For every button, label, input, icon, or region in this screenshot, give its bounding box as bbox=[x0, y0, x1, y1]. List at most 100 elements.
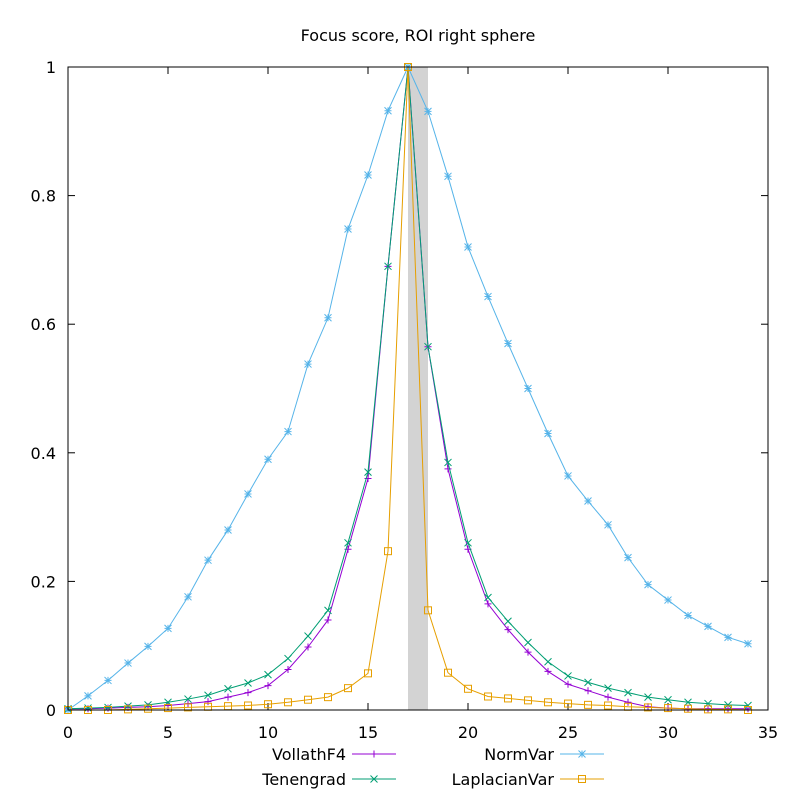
chart-title: Focus score, ROI right sphere bbox=[301, 26, 536, 45]
legend-item: VollathF4 bbox=[272, 745, 396, 764]
data-point bbox=[124, 705, 132, 714]
data-point bbox=[164, 624, 172, 633]
data-point bbox=[244, 701, 252, 710]
data-point bbox=[484, 692, 492, 701]
data-point bbox=[464, 538, 472, 547]
x-tick-label: 0 bbox=[63, 723, 73, 742]
data-point bbox=[164, 704, 172, 713]
data-point bbox=[504, 339, 512, 348]
data-point bbox=[684, 698, 692, 707]
highlight-band bbox=[408, 67, 428, 710]
y-tick-label: 1 bbox=[46, 58, 56, 77]
data-point bbox=[304, 632, 312, 640]
data-point bbox=[384, 547, 392, 556]
legend-swatch-marker bbox=[370, 750, 378, 758]
legend-label: NormVar bbox=[484, 745, 554, 764]
data-point bbox=[284, 654, 292, 663]
data-point bbox=[504, 626, 512, 634]
data-point bbox=[444, 668, 452, 677]
data-point bbox=[724, 705, 732, 714]
data-point bbox=[144, 704, 152, 713]
data-point bbox=[644, 580, 652, 589]
data-point bbox=[624, 553, 632, 562]
data-point bbox=[204, 691, 212, 700]
data-point bbox=[604, 684, 612, 692]
data-point bbox=[524, 384, 532, 393]
data-point bbox=[544, 698, 552, 707]
data-point bbox=[124, 659, 132, 667]
data-point bbox=[304, 643, 312, 651]
data-point bbox=[724, 705, 732, 713]
axis-ticks-layer: 0 5 10 15 20 25 30 35 0 0.2 0.4 0.6 0.8 1 bbox=[31, 58, 779, 742]
data-point bbox=[584, 497, 592, 505]
data-point bbox=[244, 679, 252, 687]
data-point bbox=[244, 490, 252, 498]
data-point bbox=[284, 665, 292, 673]
data-point bbox=[384, 262, 392, 271]
data-point bbox=[564, 680, 572, 688]
legend-label: LaplacianVar bbox=[452, 770, 555, 789]
data-point bbox=[504, 617, 512, 626]
data-point bbox=[484, 600, 492, 608]
data-point bbox=[524, 696, 532, 705]
data-point bbox=[724, 633, 732, 642]
data-point bbox=[484, 593, 492, 602]
data-point bbox=[424, 606, 432, 615]
data-point bbox=[564, 699, 572, 708]
plot-frame bbox=[67, 66, 769, 711]
data-point bbox=[364, 468, 372, 476]
data-point bbox=[744, 639, 752, 648]
data-point bbox=[84, 692, 92, 700]
data-point bbox=[144, 642, 152, 651]
data-point bbox=[484, 292, 492, 301]
data-point bbox=[544, 657, 552, 666]
data-point bbox=[584, 700, 592, 709]
data-point bbox=[264, 670, 272, 679]
data-point bbox=[184, 695, 192, 703]
x-tick-label: 25 bbox=[558, 723, 578, 742]
data-point bbox=[364, 669, 372, 678]
data-point bbox=[264, 455, 272, 464]
y-tick-label: 0.6 bbox=[31, 315, 56, 334]
data-point bbox=[224, 693, 232, 701]
data-point bbox=[504, 694, 512, 703]
data-point bbox=[424, 342, 432, 351]
data-point bbox=[464, 684, 472, 693]
legend-swatch-marker bbox=[578, 775, 586, 783]
y-tick-label: 0 bbox=[46, 701, 56, 720]
data-point bbox=[644, 703, 652, 711]
data-point bbox=[304, 360, 312, 368]
data-point bbox=[324, 616, 332, 624]
data-point bbox=[604, 701, 612, 710]
legend-item: Tenengrad bbox=[261, 770, 396, 789]
legend: VollathF4 Tenengrad NormVar LaplacianVar bbox=[261, 745, 604, 789]
data-point bbox=[424, 107, 432, 116]
data-point bbox=[184, 703, 192, 712]
x-tick-label: 30 bbox=[658, 723, 678, 742]
y-tick-label: 0.8 bbox=[31, 187, 56, 206]
data-point bbox=[364, 171, 372, 179]
data-point bbox=[104, 676, 112, 685]
legend-label: Tenengrad bbox=[261, 770, 346, 789]
data-point bbox=[564, 672, 572, 680]
data-point bbox=[204, 698, 212, 706]
data-point bbox=[284, 698, 292, 707]
data-point bbox=[524, 638, 532, 647]
data-point bbox=[604, 520, 612, 529]
data-point bbox=[684, 611, 692, 620]
data-point bbox=[344, 684, 352, 693]
data-point bbox=[644, 703, 652, 712]
y-tick-label: 0.2 bbox=[31, 572, 56, 591]
data-point bbox=[704, 622, 712, 631]
x-tick-label: 5 bbox=[163, 723, 173, 742]
data-point bbox=[184, 592, 192, 601]
data-point bbox=[704, 705, 712, 713]
data-point bbox=[664, 695, 672, 704]
data-point bbox=[344, 538, 352, 547]
data-point bbox=[444, 458, 452, 467]
data-point bbox=[584, 687, 592, 695]
data-point bbox=[624, 698, 632, 706]
data-point bbox=[224, 526, 232, 534]
data-point bbox=[444, 465, 452, 473]
